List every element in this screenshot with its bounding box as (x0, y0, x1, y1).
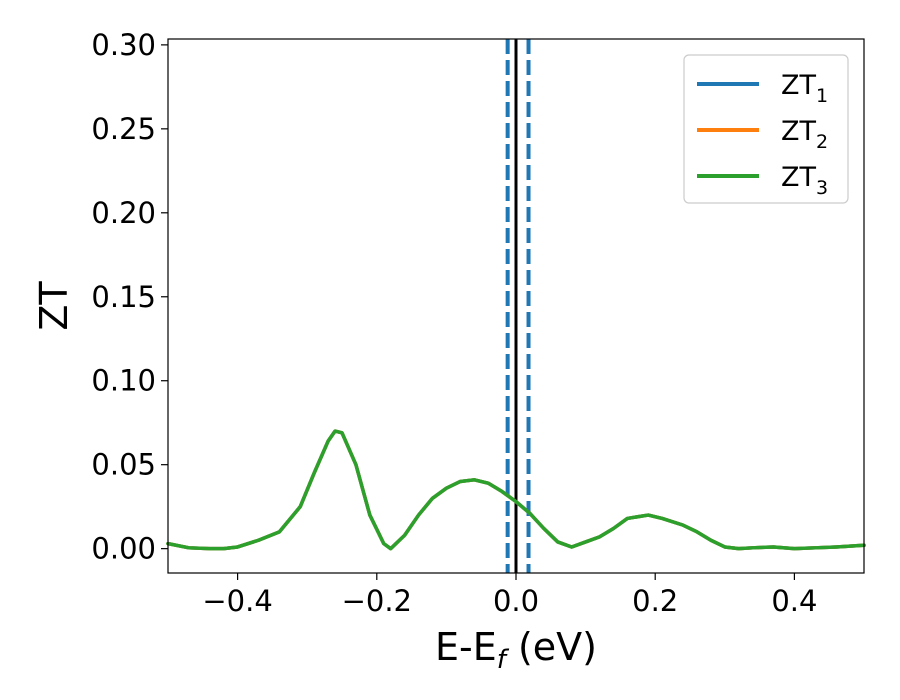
x-axis-label-unit: (eV) (506, 625, 597, 669)
y-tick-label: 0.05 (91, 448, 156, 482)
x-tick-label: 0.0 (493, 584, 539, 618)
legend-label-zt3: ZT3 (781, 162, 828, 199)
y-tick-label: 0.00 (91, 532, 156, 566)
x-tick-label: 0.4 (771, 584, 817, 618)
legend-label-zt2: ZT2 (781, 116, 828, 153)
y-tick-label: 0.10 (91, 364, 156, 398)
series-lines (166, 429, 866, 551)
x-tick-label: 0.2 (632, 584, 678, 618)
y-tick-label: 0.25 (91, 112, 156, 146)
x-tick-label: −0.4 (202, 584, 272, 618)
reference-lines (505, 39, 531, 573)
x-tick-label: −0.2 (342, 584, 412, 618)
legend-label-zt1: ZT1 (781, 70, 828, 107)
y-axis-label: ZT (32, 281, 76, 331)
y-tick-label: 0.30 (91, 28, 156, 62)
x-axis-label-main: E-E (435, 625, 497, 669)
y-axis-ticks: 0.00 0.05 0.10 0.15 0.20 0.25 0.30 (91, 28, 168, 566)
x-axis-label: E-Ef (eV) (435, 625, 597, 675)
legend-box (683, 54, 849, 204)
y-tick-label: 0.20 (91, 196, 156, 230)
legend: ZT1 ZT2 ZT3 (683, 54, 849, 204)
series-line-zt3 (166, 429, 866, 551)
x-axis-ticks: −0.4 −0.2 0.0 0.2 0.4 (202, 573, 817, 618)
y-tick-label: 0.15 (91, 280, 156, 314)
